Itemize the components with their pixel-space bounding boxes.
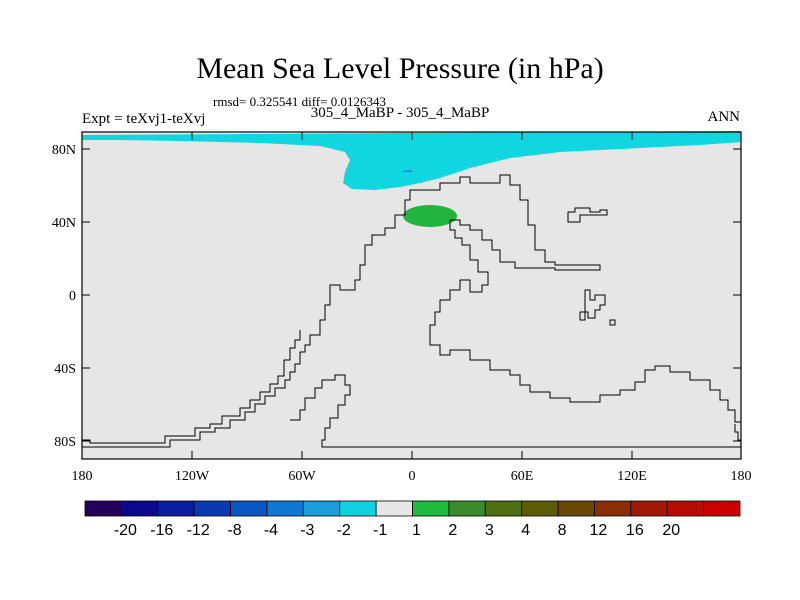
colorbar-swatch [302,500,341,517]
colorbar-swatch [230,500,268,517]
colorbar-label: 20 [662,522,680,539]
lon-label: 180 [731,469,752,484]
colorbar-swatch [375,500,413,517]
colorbar-swatch [521,500,559,517]
colorbar-label: 3 [485,522,494,539]
colorbar [84,500,741,517]
comparison-label: 305_4_MaBP - 305_4_MaBP [310,105,490,121]
experiment-label: Expt = teXvj1-teXvj [82,111,206,127]
colorbar-swatch [266,500,304,517]
season-label: ANN [707,109,741,125]
colorbar-swatch [557,500,595,517]
colorbar-swatch [484,500,523,517]
colorbar-label: -3 [300,522,314,539]
lon-label: 60E [511,469,534,484]
colorbar-label: -8 [227,522,241,539]
lon-label: 180 [72,469,93,484]
colorbar-label: 1 [412,522,421,539]
colorbar-label: -20 [114,522,137,539]
plot-title: Mean Sea Level Pressure (in hPa) [196,52,604,85]
negative-anomaly-region [82,131,741,190]
colorbar-swatch [193,500,231,517]
lat-label: 80S [54,435,76,450]
colorbar-swatch [339,500,377,517]
colorbar-labels: -20 -16 -12 -8 -4 -3 -2 -1 1 2 3 4 8 12 16 20 [114,522,680,539]
lon-label: 120E [617,469,647,484]
stats-text: rmsd= 0.325541 diff= 0.0126343 [213,94,386,109]
colorbar-label: 12 [590,522,608,539]
colorbar-label: 2 [448,522,457,539]
positive-anomaly-region [403,205,457,227]
colorbar-swatch [666,500,705,517]
lon-label: 0 [409,469,416,484]
coastlines [81,174,741,448]
colorbar-label: 8 [558,522,567,539]
colorbar-swatch [412,500,450,517]
colorbar-label: -1 [373,522,387,539]
colorbar-label: -4 [264,522,278,539]
colorbar-swatch [120,500,159,517]
colorbar-swatch [448,500,486,517]
lon-label: 60W [288,469,316,484]
lat-label: 0 [69,289,76,304]
colorbar-label: 16 [626,522,644,539]
colorbar-label: -2 [337,522,351,539]
lat-label: 40N [52,216,76,231]
colorbar-swatch [84,500,122,517]
lat-label: 80N [52,143,76,158]
lat-tick-marks [81,132,742,459]
colorbar-label: -12 [187,522,210,539]
colorbar-swatch [157,500,195,517]
lat-label: 40S [54,362,76,377]
lon-label: 120W [175,469,210,484]
colorbar-swatch [630,500,668,517]
map-background [82,132,741,459]
colorbar-swatch [703,500,741,517]
colorbar-label: 4 [521,522,530,539]
colorbar-swatch [594,500,632,517]
small-blue-patch [402,170,412,172]
colorbar-label: -16 [150,522,173,539]
